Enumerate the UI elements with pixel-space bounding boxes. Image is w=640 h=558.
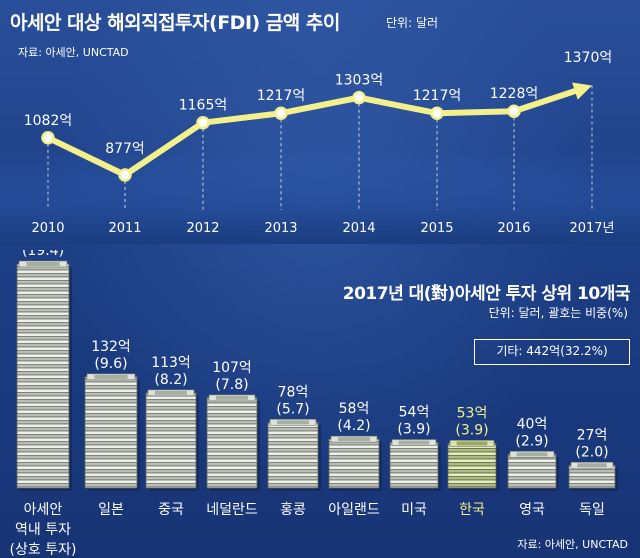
value-label: 132억	[91, 339, 131, 355]
x-tick-label: 2012	[186, 221, 219, 236]
bar-chart-title: 2017년 대(對)아세안 투자 상위 10개국	[342, 284, 631, 304]
bar-cash-stack	[267, 419, 321, 491]
category-label: 중국	[158, 502, 184, 518]
value-label: 1370억	[564, 50, 613, 66]
category-label: (상호 투자)	[10, 542, 77, 558]
data-point	[507, 104, 521, 118]
line-chart-source: 자료: 아세안, UNCTAD	[18, 46, 129, 59]
category-label: 아일랜드	[328, 502, 380, 518]
category-label: 네덜란드	[206, 502, 258, 518]
data-point	[196, 115, 210, 130]
x-tick-label: 2010	[31, 221, 64, 236]
value-label: 1217억	[413, 88, 462, 104]
bar-cash-stack	[145, 389, 199, 491]
category-label: 독일	[579, 502, 605, 518]
share-label: (9.6)	[94, 356, 127, 372]
bar-cash-stack	[84, 373, 140, 491]
bar-cash-stack	[389, 439, 441, 491]
data-point	[430, 106, 444, 120]
bar-cash-stack	[447, 440, 499, 491]
x-tick-label: 2011	[108, 221, 141, 236]
share-label: (3.9)	[397, 422, 430, 438]
arrowhead	[572, 82, 592, 100]
value-label: 107억	[212, 360, 252, 376]
line-chart-unit: 단위: 달러	[386, 16, 439, 30]
value-label: 27억	[577, 427, 608, 443]
share-label: (19.4)	[22, 250, 64, 259]
category-label: 미국	[401, 502, 427, 518]
share-label: (5.7)	[276, 401, 309, 417]
bar-cash-stack	[16, 260, 72, 491]
category-label: 역내 투자	[15, 522, 71, 538]
page-title: 아세안 대상 해외직접투자(FDI) 금액 추이	[10, 12, 340, 34]
bar-cash-stack	[206, 394, 260, 491]
data-point	[352, 90, 366, 105]
x-tick-label: 2015	[420, 221, 453, 236]
value-label: 78억	[278, 384, 309, 400]
category-label: 홍콩	[280, 502, 306, 518]
category-label: 영국	[519, 502, 545, 518]
value-label: 113억	[151, 355, 191, 371]
value-label: 1082억	[24, 113, 73, 129]
category-label: 아세안	[24, 502, 63, 518]
value-label: 58억	[339, 401, 370, 417]
value-label: 1228억	[490, 86, 539, 102]
value-label: 54억	[399, 405, 430, 421]
category-label: 한국	[459, 502, 485, 518]
value-label: 40억	[517, 416, 548, 432]
x-tick-label: 2013	[264, 221, 297, 236]
data-point	[274, 106, 288, 120]
bar-cash-stack	[507, 451, 559, 491]
value-label: 1165억	[179, 98, 228, 114]
share-label: (7.8)	[215, 377, 248, 393]
share-label: (8.2)	[154, 372, 187, 388]
bar-chart-source: 자료: 아세안, UNCTAD	[517, 538, 628, 551]
data-point	[118, 168, 132, 182]
value-label: 877억	[105, 141, 145, 157]
x-tick-label: 2014	[342, 221, 375, 236]
x-tick-label: 2016	[497, 221, 530, 236]
category-label: 일본	[98, 502, 124, 518]
bar-cash-stack	[328, 435, 382, 491]
bar-cash-stack	[568, 461, 618, 491]
share-label: (2.0)	[575, 444, 608, 460]
value-label: 1217억	[257, 88, 306, 104]
series-line-arrow	[511, 85, 585, 115]
value-label: 1303억	[335, 73, 384, 89]
data-point	[41, 131, 55, 145]
bar-chart-unit: 단위: 달러, 괄호는 비중(%)	[488, 306, 628, 320]
share-label: (3.9)	[455, 422, 488, 438]
share-label: (4.2)	[337, 418, 370, 434]
share-label: (2.9)	[515, 433, 548, 449]
other-countries-box: 기타: 442억(32.2%)	[474, 339, 630, 365]
x-tick-label: 2017년	[569, 221, 614, 236]
value-label: 53억	[457, 405, 488, 421]
